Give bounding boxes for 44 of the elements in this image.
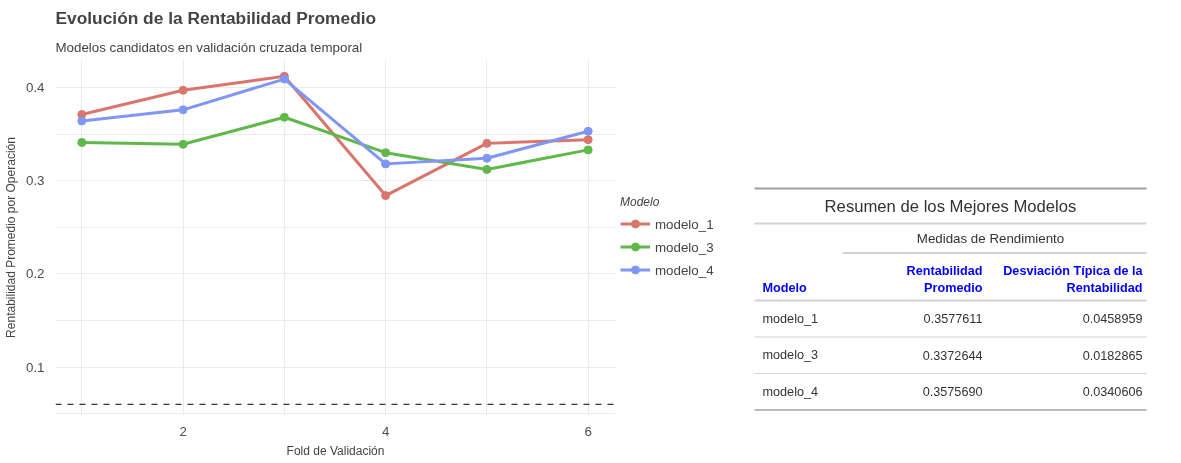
- point: [178, 105, 188, 115]
- y-axis-title: Rentabilidad Promedio por Operación: [3, 137, 18, 338]
- point: [77, 116, 87, 126]
- y-tick-label: 0.1: [25, 359, 45, 375]
- legend-title: Modelo: [620, 194, 661, 209]
- y-tick-label: 0.4: [25, 79, 46, 95]
- text: 0.0182865: [1082, 348, 1143, 363]
- chart-subtitle: Modelos candidatos en validación cruzada temporal: [55, 39, 363, 55]
- text: Rentabilidad Promedio: [906, 264, 983, 295]
- point: [583, 135, 593, 145]
- x-tick-label: 6: [584, 423, 592, 439]
- text: 0.3575690: [922, 385, 983, 400]
- point: [583, 126, 593, 136]
- x-axis-title: Fold de Validación: [286, 443, 385, 458]
- y-tick-label: 0.3: [25, 173, 45, 189]
- point: [583, 145, 593, 155]
- text: 0.3577611: [923, 312, 983, 327]
- point: [381, 159, 391, 169]
- text: Modelo: [762, 280, 808, 295]
- point: [178, 139, 188, 149]
- text: Desviación Típica de la Rentabilidad: [1003, 264, 1144, 295]
- point: [381, 191, 391, 201]
- chart-title: Evolución de la Rentabilidad Promedio: [55, 7, 377, 28]
- point: [77, 137, 87, 147]
- legend-label: modelo_3: [655, 239, 714, 254]
- text: modelo_3: [762, 348, 819, 363]
- text: modelo_1: [762, 311, 819, 326]
- legend-label: modelo_1: [655, 216, 714, 231]
- point: [482, 138, 492, 148]
- text: Medidas de Rendimiento: [916, 231, 1065, 247]
- text: Resumen de los Mejores Modelos: [824, 197, 1077, 217]
- point: [381, 148, 391, 158]
- y-tick-label: 0.2: [25, 266, 45, 282]
- text: modelo_4: [762, 384, 819, 399]
- point: [482, 153, 492, 163]
- legend-label: modelo_4: [655, 262, 714, 277]
- point: [279, 112, 289, 122]
- text: 0.0340606: [1082, 385, 1143, 400]
- x-tick-label: 4: [381, 423, 390, 439]
- point: [178, 85, 188, 95]
- text: 0.0458959: [1082, 312, 1143, 327]
- x-tick-label: 2: [179, 423, 187, 439]
- point: [482, 164, 492, 174]
- text: 0.3372644: [922, 348, 983, 363]
